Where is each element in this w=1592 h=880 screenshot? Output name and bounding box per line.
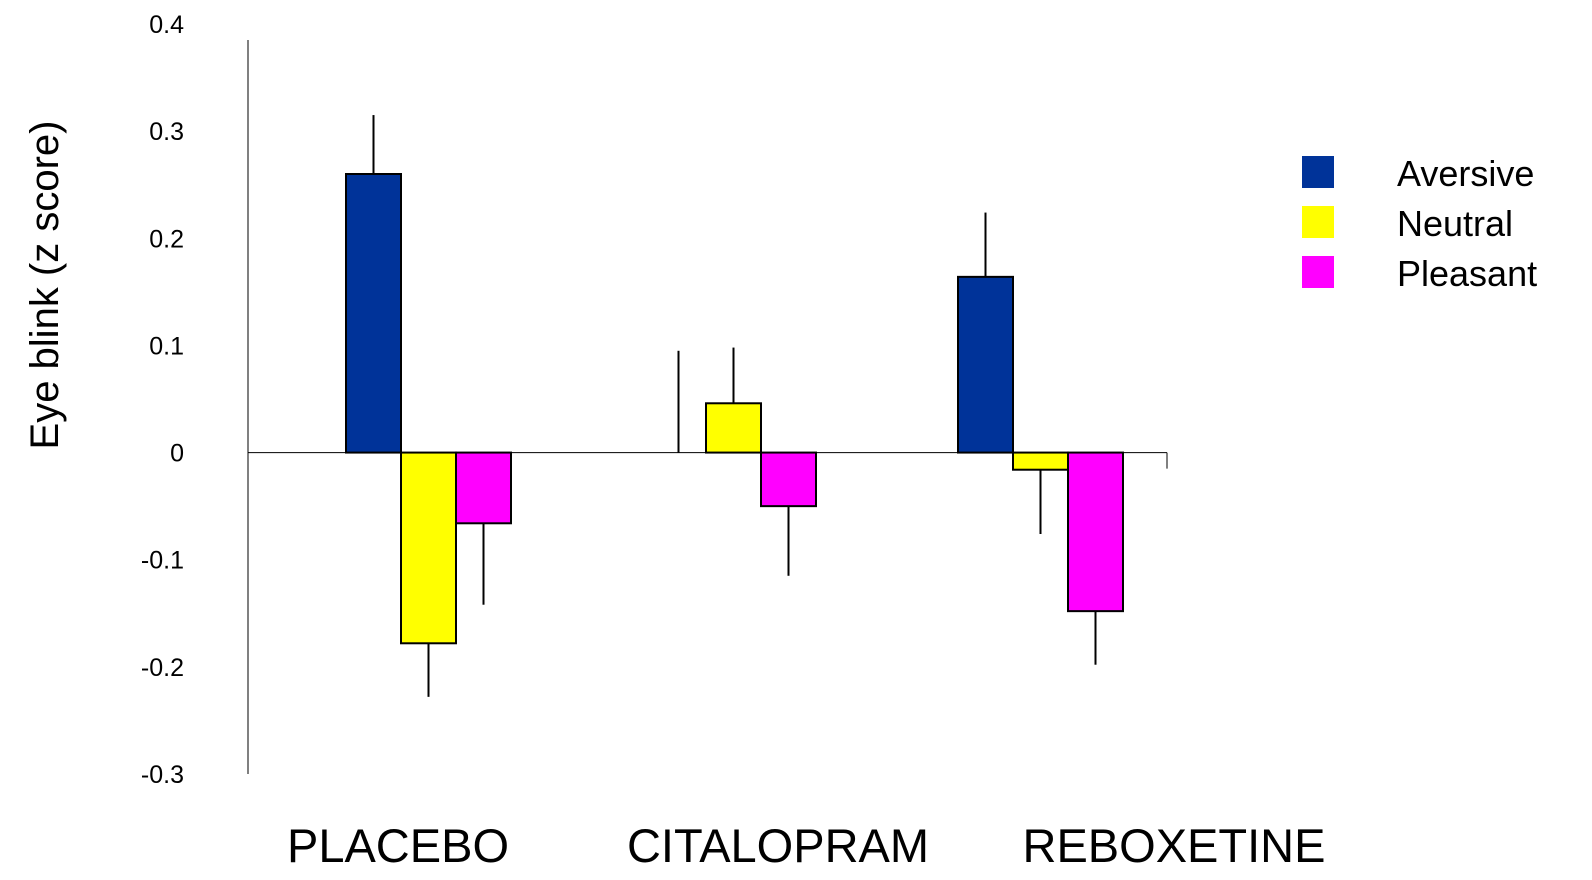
y-tick-label: 0.4 [149,11,184,39]
bar-aversive-placebo [345,173,402,454]
bar-neutral-placebo [400,451,457,645]
legend-swatch-neutral [1302,206,1334,238]
y-axis: 0.4 0.3 0.2 0.1 0 -0.1 -0.2 -0.3 [141,11,249,789]
legend-swatch-pleasant [1302,256,1334,288]
category-label-reboxetine: REBOXETINE [1023,819,1326,872]
category-labels: PLACEBO CITALOPRAM REBOXETINE [287,819,1326,872]
legend-label-aversive: Aversive [1397,153,1534,194]
x-axis [248,452,1168,469]
bar-neutral-reboxetine [1012,451,1069,471]
y-tick-label: 0 [170,440,184,468]
bar-aversive-reboxetine [957,275,1014,454]
bars [345,173,1124,645]
legend-swatch-aversive [1302,156,1334,188]
legend: Aversive Neutral Pleasant [1302,153,1537,294]
y-tick-label: -0.3 [141,761,184,789]
bar-neutral-citalopram [705,402,762,454]
category-label-placebo: PLACEBO [287,819,509,872]
legend-label-neutral: Neutral [1397,203,1513,244]
error-bars [372,115,1097,697]
y-tick-label: 0.2 [149,225,184,253]
bar-pleasant-placebo [455,451,512,525]
bar-pleasant-reboxetine [1067,451,1124,613]
legend-label-pleasant: Pleasant [1397,253,1537,294]
y-tick-label: 0.3 [149,118,184,146]
category-label-citalopram: CITALOPRAM [627,819,929,872]
y-tick-label: 0.1 [149,332,184,360]
bar-pleasant-citalopram [760,451,817,508]
y-tick-label: -0.1 [141,547,184,575]
y-tick-label: -0.2 [141,654,184,682]
y-axis-title: Eye blink (z score) [23,121,67,450]
